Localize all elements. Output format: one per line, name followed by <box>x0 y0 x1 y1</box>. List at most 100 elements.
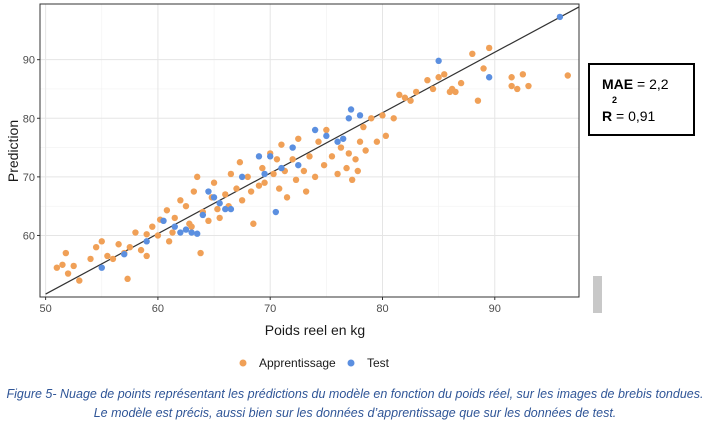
point-test <box>227 205 235 213</box>
point-apprentissage <box>227 170 235 178</box>
point-apprentissage <box>92 243 100 251</box>
point-apprentissage <box>352 156 359 163</box>
mae-metric: MAE = 2,2 <box>602 76 669 92</box>
mae-label: MAE <box>602 76 634 92</box>
point-apprentissage <box>205 217 212 225</box>
point-apprentissage <box>194 173 201 181</box>
point-apprentissage <box>412 88 420 96</box>
point-apprentissage <box>302 188 310 195</box>
point-test <box>222 205 229 213</box>
point-apprentissage <box>132 229 139 236</box>
point-apprentissage <box>328 153 336 160</box>
point-test <box>266 153 274 160</box>
point-test <box>311 126 319 134</box>
r2-superscript: 2 <box>612 95 618 105</box>
point-test <box>205 188 212 195</box>
point-apprentissage <box>452 88 459 96</box>
point-apprentissage <box>362 147 369 154</box>
point-apprentissage <box>323 126 330 134</box>
point-apprentissage <box>337 144 345 151</box>
point-apprentissage <box>154 232 162 239</box>
point-apprentissage <box>98 238 105 245</box>
point-apprentissage <box>261 179 268 186</box>
point-test <box>171 223 178 230</box>
point-apprentissage <box>508 74 515 81</box>
scrollbar-thumb[interactable] <box>593 276 602 313</box>
point-apprentissage <box>306 153 313 160</box>
point-apprentissage <box>190 188 198 195</box>
point-test <box>177 229 184 236</box>
y-axis-label: Prediction <box>5 120 21 182</box>
point-test <box>347 106 355 113</box>
point-apprentissage <box>283 194 291 201</box>
x-tick-label: 80 <box>376 303 388 315</box>
point-apprentissage <box>354 167 361 175</box>
point-test <box>295 161 302 169</box>
point-apprentissage <box>87 255 94 263</box>
r2-value: = 0,91 <box>616 108 656 124</box>
point-apprentissage <box>275 185 283 192</box>
figure-caption: Figure 5- Nuage de points représentant l… <box>6 387 704 420</box>
point-test <box>210 194 218 201</box>
point-apprentissage <box>216 214 223 222</box>
point-apprentissage <box>390 115 397 122</box>
point-apprentissage <box>259 164 266 172</box>
point-apprentissage <box>315 138 322 145</box>
point-test <box>272 208 280 216</box>
point-apprentissage <box>485 44 493 52</box>
point-apprentissage <box>247 188 255 195</box>
point-apprentissage <box>244 173 251 181</box>
point-test <box>182 226 190 233</box>
point-apprentissage <box>163 207 171 214</box>
point-apprentissage <box>137 246 145 254</box>
point-apprentissage <box>334 170 341 178</box>
point-apprentissage <box>289 156 296 163</box>
point-apprentissage <box>278 141 285 148</box>
point-apprentissage <box>519 71 527 78</box>
point-apprentissage <box>360 123 367 131</box>
point-apprentissage <box>188 223 195 230</box>
point-test <box>339 135 347 142</box>
point-apprentissage <box>124 275 131 283</box>
x-tick-label: 50 <box>39 303 51 315</box>
scatter-chart: 50 60 70 80 90 60 70 80 90 Poids reel en kg Pred… <box>5 3 580 370</box>
legend-label-test: Test <box>367 356 390 370</box>
legend-label-apprentissage: Apprentissage <box>259 356 336 370</box>
y-tick-label: 90 <box>23 55 35 67</box>
point-apprentissage <box>407 97 414 104</box>
point-apprentissage <box>236 159 244 166</box>
point-apprentissage <box>480 65 487 72</box>
point-apprentissage <box>233 185 240 192</box>
point-apprentissage <box>396 91 403 99</box>
y-tick-label: 80 <box>23 113 35 125</box>
point-apprentissage <box>171 214 178 222</box>
point-apprentissage <box>214 205 221 213</box>
mae-value: = 2,2 <box>637 76 669 92</box>
point-apprentissage <box>250 220 257 227</box>
point-test <box>121 251 128 258</box>
legend-swatch-test <box>347 359 355 367</box>
point-apprentissage <box>62 249 70 257</box>
legend-swatch-apprentissage <box>239 359 247 367</box>
point-apprentissage <box>292 176 300 183</box>
point-apprentissage <box>197 249 204 257</box>
data-points <box>53 13 571 284</box>
point-test <box>289 144 296 151</box>
point-apprentissage <box>182 202 190 210</box>
axis-ticks: 50 60 70 80 90 60 70 80 90 <box>23 55 501 315</box>
point-apprentissage <box>564 72 571 79</box>
point-apprentissage <box>126 243 134 251</box>
point-apprentissage <box>311 173 319 181</box>
point-apprentissage <box>109 255 117 263</box>
point-apprentissage <box>104 252 111 260</box>
x-tick-label: 60 <box>152 303 164 315</box>
point-apprentissage <box>255 182 263 189</box>
point-test <box>261 170 268 178</box>
point-apprentissage <box>373 138 381 145</box>
point-apprentissage <box>356 138 364 145</box>
point-apprentissage <box>508 82 515 90</box>
point-test <box>334 138 341 145</box>
plot-panel-border <box>39 3 580 298</box>
point-test <box>143 238 150 245</box>
point-apprentissage <box>295 135 302 142</box>
